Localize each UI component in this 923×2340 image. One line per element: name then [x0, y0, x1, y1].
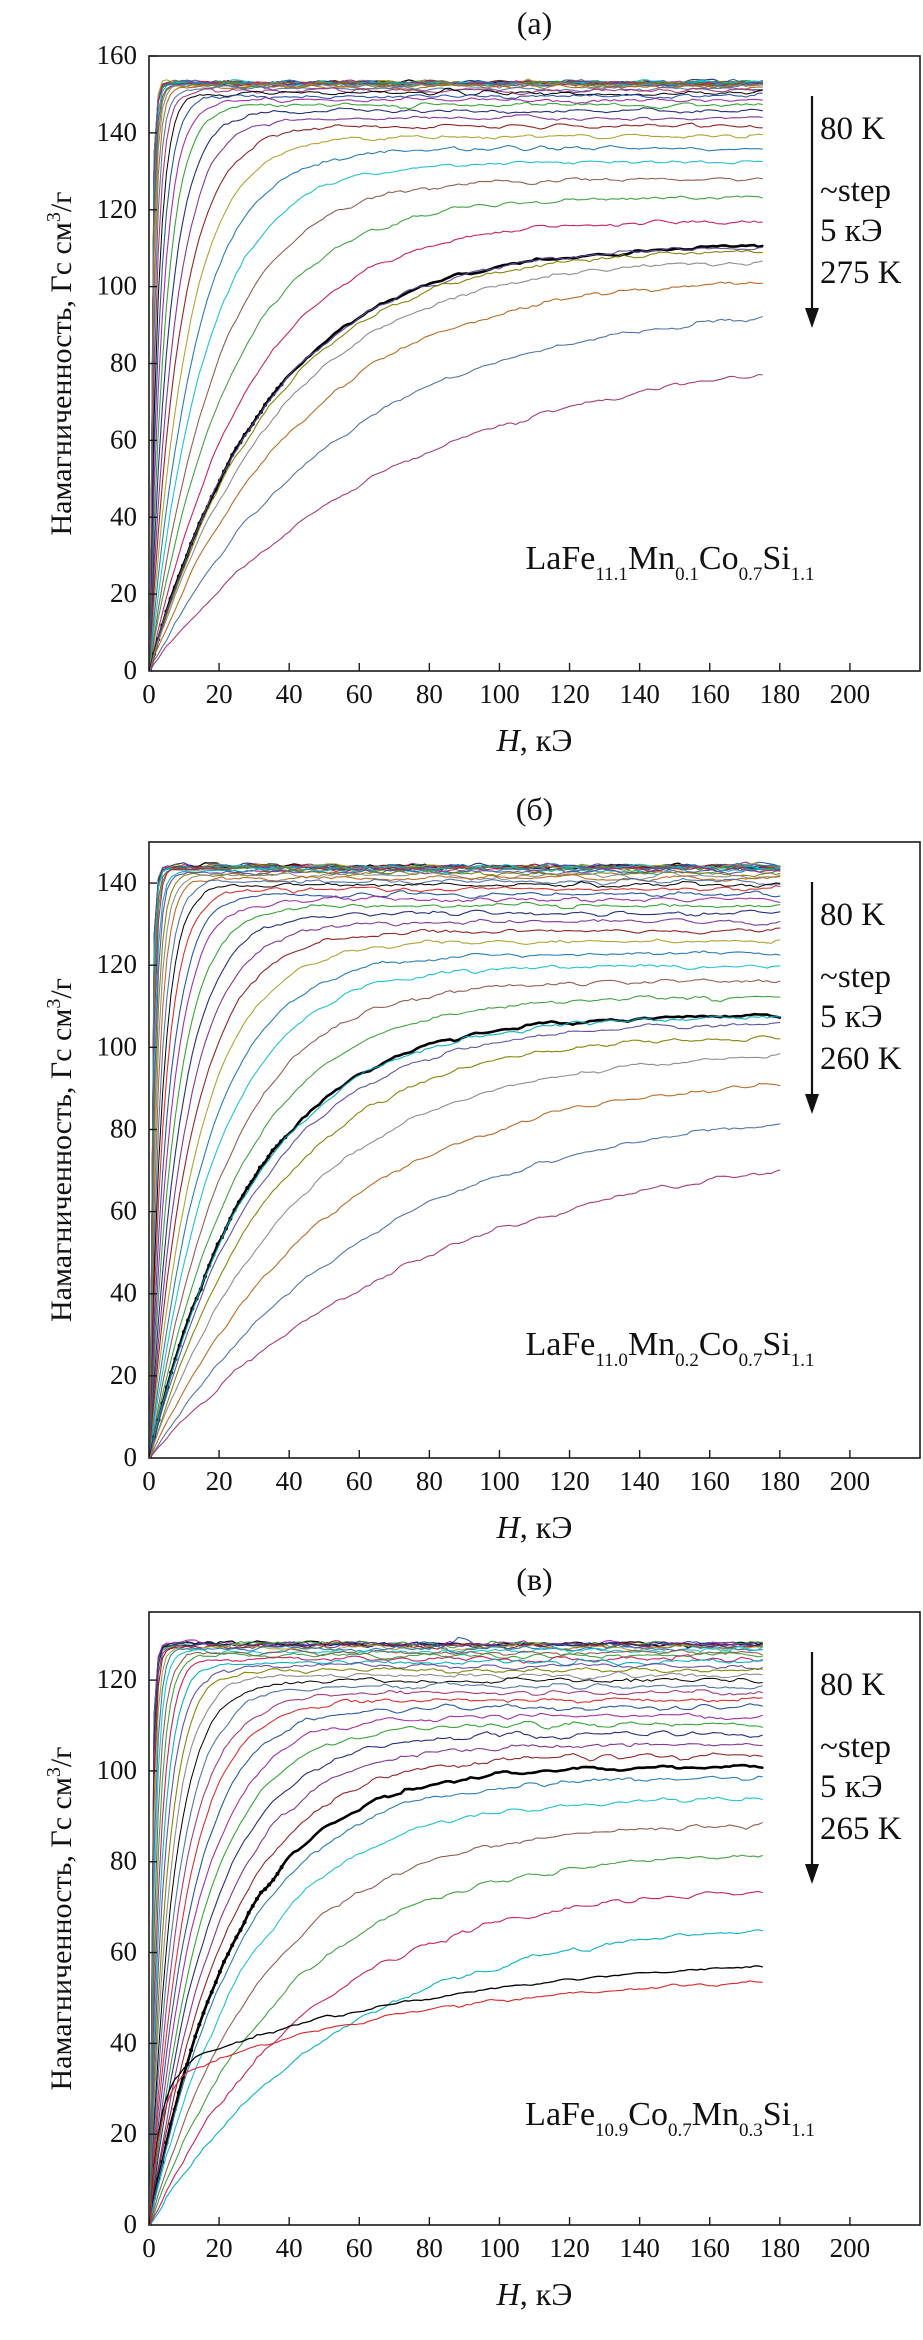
- svg-text:(б): (б): [516, 791, 554, 827]
- svg-text:H, кЭ: H, кЭ: [496, 722, 573, 758]
- svg-text:100: 100: [97, 271, 138, 301]
- svg-text:180: 180: [760, 679, 801, 709]
- svg-text:200: 200: [830, 679, 871, 709]
- svg-text:140: 140: [619, 679, 660, 709]
- svg-text:100: 100: [479, 679, 520, 709]
- svg-text:0: 0: [124, 2209, 138, 2239]
- svg-text:40: 40: [276, 2233, 303, 2263]
- svg-text:Намагниченность, Гс см3/г: Намагниченность, Гс см3/г: [43, 192, 78, 536]
- svg-text:100: 100: [97, 1031, 138, 1061]
- svg-text:20: 20: [110, 578, 137, 608]
- svg-text:120: 120: [549, 2233, 590, 2263]
- svg-text:160: 160: [689, 1466, 730, 1496]
- svg-text:60: 60: [110, 1937, 137, 1967]
- svg-text:Намагниченность, Гс см3/г: Намагниченность, Гс см3/г: [43, 978, 78, 1322]
- svg-text:160: 160: [97, 40, 138, 70]
- svg-text:140: 140: [619, 2233, 660, 2263]
- svg-text:60: 60: [110, 1196, 137, 1226]
- svg-text:80 K: 80 K: [820, 897, 885, 933]
- svg-text:200: 200: [830, 2233, 871, 2263]
- svg-text:180: 180: [760, 2233, 801, 2263]
- svg-text:80 K: 80 K: [820, 111, 885, 147]
- svg-text:80: 80: [110, 1846, 137, 1876]
- svg-text:5 кЭ: 5 кЭ: [820, 213, 883, 249]
- svg-text:~step: ~step: [820, 1729, 891, 1765]
- svg-text:60: 60: [346, 2233, 373, 2263]
- svg-text:(a): (a): [517, 5, 553, 41]
- svg-text:120: 120: [97, 194, 138, 224]
- svg-text:80: 80: [110, 1113, 137, 1143]
- svg-text:5 кЭ: 5 кЭ: [820, 999, 883, 1035]
- svg-text:40: 40: [110, 501, 137, 531]
- svg-text:275 K: 275 K: [820, 255, 902, 291]
- svg-text:40: 40: [276, 1466, 303, 1496]
- svg-text:0: 0: [142, 679, 156, 709]
- svg-text:160: 160: [689, 679, 730, 709]
- svg-text:~step: ~step: [820, 959, 891, 995]
- svg-text:0: 0: [142, 1466, 156, 1496]
- svg-text:20: 20: [110, 1360, 137, 1390]
- svg-text:(в): (в): [516, 1561, 552, 1597]
- svg-text:40: 40: [110, 2027, 137, 2057]
- svg-text:140: 140: [97, 117, 138, 147]
- svg-text:80: 80: [416, 1466, 443, 1496]
- svg-text:140: 140: [619, 1466, 660, 1496]
- svg-text:120: 120: [549, 1466, 590, 1496]
- svg-text:H, кЭ: H, кЭ: [496, 1509, 573, 1545]
- svg-text:20: 20: [110, 2118, 137, 2148]
- svg-text:60: 60: [346, 1466, 373, 1496]
- svg-text:40: 40: [110, 1278, 137, 1308]
- svg-text:100: 100: [479, 2233, 520, 2263]
- svg-text:~step: ~step: [820, 173, 891, 209]
- svg-text:40: 40: [276, 679, 303, 709]
- svg-text:160: 160: [689, 2233, 730, 2263]
- svg-text:120: 120: [97, 949, 138, 979]
- svg-text:120: 120: [549, 679, 590, 709]
- svg-text:5 кЭ: 5 кЭ: [820, 1769, 883, 1805]
- svg-text:80: 80: [110, 348, 137, 378]
- svg-text:100: 100: [97, 1755, 138, 1785]
- svg-text:80 K: 80 K: [820, 1667, 885, 1703]
- svg-text:H, кЭ: H, кЭ: [496, 2276, 573, 2312]
- svg-text:0: 0: [124, 1442, 138, 1472]
- svg-text:140: 140: [97, 867, 138, 897]
- svg-text:200: 200: [830, 1466, 871, 1496]
- svg-text:20: 20: [206, 679, 233, 709]
- svg-text:60: 60: [346, 679, 373, 709]
- svg-text:80: 80: [416, 2233, 443, 2263]
- svg-text:265 K: 265 K: [820, 1811, 902, 1847]
- svg-text:Намагниченность, Гс см3/г: Намагниченность, Гс см3/г: [43, 1747, 78, 2091]
- svg-text:260 K: 260 K: [820, 1041, 902, 1077]
- svg-text:180: 180: [760, 1466, 801, 1496]
- svg-text:20: 20: [206, 2233, 233, 2263]
- svg-text:120: 120: [97, 1664, 138, 1694]
- svg-text:20: 20: [206, 1466, 233, 1496]
- svg-text:80: 80: [416, 679, 443, 709]
- svg-text:0: 0: [142, 2233, 156, 2263]
- svg-text:100: 100: [479, 1466, 520, 1496]
- svg-text:0: 0: [124, 655, 138, 685]
- svg-text:60: 60: [110, 424, 137, 454]
